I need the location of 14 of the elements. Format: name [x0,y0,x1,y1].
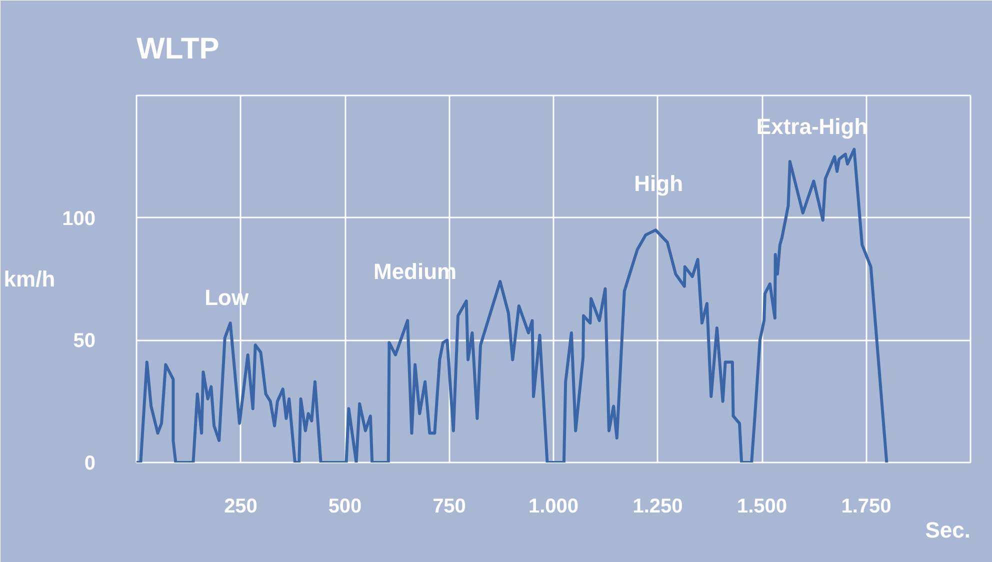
y-tick-label: 0 [84,452,96,474]
x-axis-title: Sec. [925,518,971,542]
y-tick-label: 100 [62,208,96,230]
x-tick-label: 1.750 [841,496,892,518]
x-tick-label: 750 [432,496,466,518]
y-tick-label: 50 [73,330,96,352]
x-tick-label: 1.250 [632,496,683,518]
x-tick-label: 1.000 [528,496,579,518]
x-tick-label: 250 [224,496,258,518]
y-axis-title: km/h [4,266,56,292]
line-series [136,148,888,462]
x-tick-label: 500 [328,496,362,518]
chart-title: WLTP [136,32,220,66]
x-tick-label: 1.500 [736,496,788,518]
